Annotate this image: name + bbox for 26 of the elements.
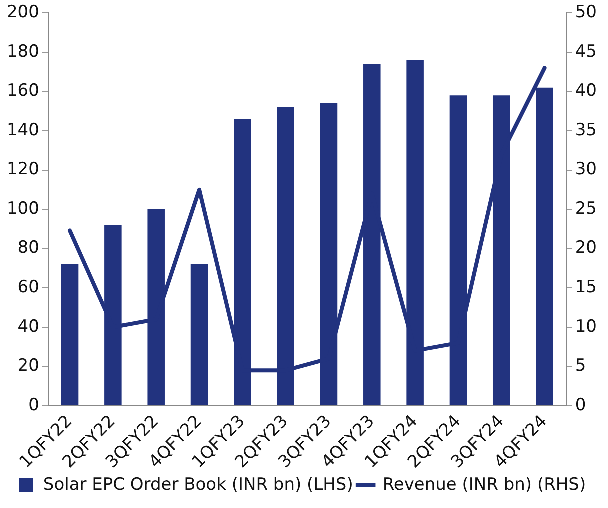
y-tick-label: 120 <box>6 160 40 180</box>
y-tick-label: 80 <box>18 238 40 258</box>
y-tick-label: 140 <box>6 120 40 140</box>
y-tick-label: 60 <box>18 278 40 298</box>
y-tick-label: 100 <box>6 198 40 219</box>
legend-label: Revenue (INR bn) (RHS) <box>382 474 586 495</box>
y2-tick-label: 45 <box>575 42 598 62</box>
legend-label: Solar EPC Order Book (INR bn) (LHS) <box>43 474 354 495</box>
y2-tick-label: 10 <box>575 316 598 337</box>
bar <box>190 264 208 406</box>
y2-tick-label: 50 <box>575 2 598 23</box>
y2-tick-label: 35 <box>575 120 598 140</box>
y2-tick-label: 30 <box>575 160 598 180</box>
y-tick-label: 40 <box>18 316 40 337</box>
y-tick-label: 20 <box>18 356 40 376</box>
y2-tick-label: 5 <box>575 356 586 376</box>
y2-tick-label: 15 <box>575 278 598 298</box>
bar <box>61 264 79 406</box>
y2-tick-label: 20 <box>575 238 598 258</box>
y2-tick-label: 0 <box>575 395 586 416</box>
y2-tick-label: 25 <box>575 198 598 219</box>
y2-tick-label: 40 <box>575 81 598 102</box>
y-tick-label: 0 <box>28 395 40 416</box>
y-tick-label: 160 <box>6 81 40 102</box>
y-tick-label: 180 <box>6 42 40 62</box>
y-tick-label: 200 <box>6 2 40 23</box>
